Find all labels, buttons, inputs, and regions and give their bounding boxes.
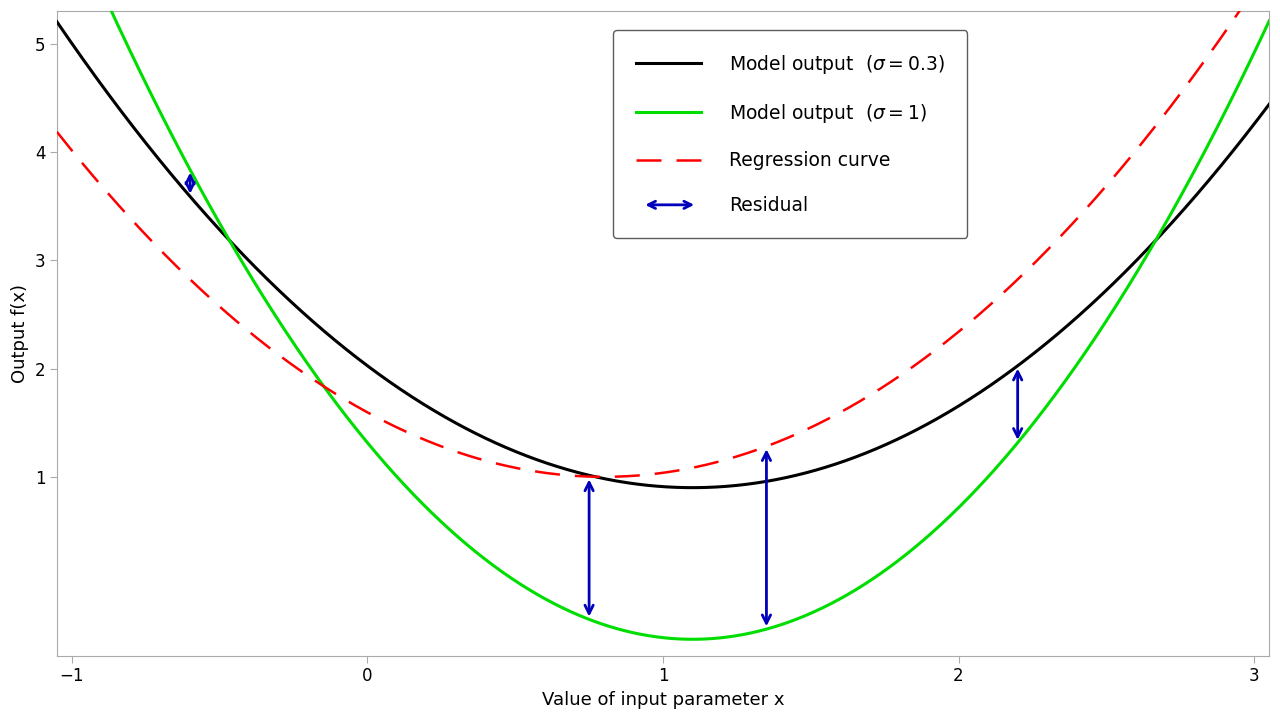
Legend: Model output  ($\sigma = 0.3$), Model output  ($\sigma = 1$), Regression curve, : Model output ($\sigma = 0.3$), Model out…	[613, 30, 968, 238]
X-axis label: Value of input parameter x: Value of input parameter x	[541, 691, 785, 709]
Y-axis label: Output f(x): Output f(x)	[12, 284, 29, 383]
